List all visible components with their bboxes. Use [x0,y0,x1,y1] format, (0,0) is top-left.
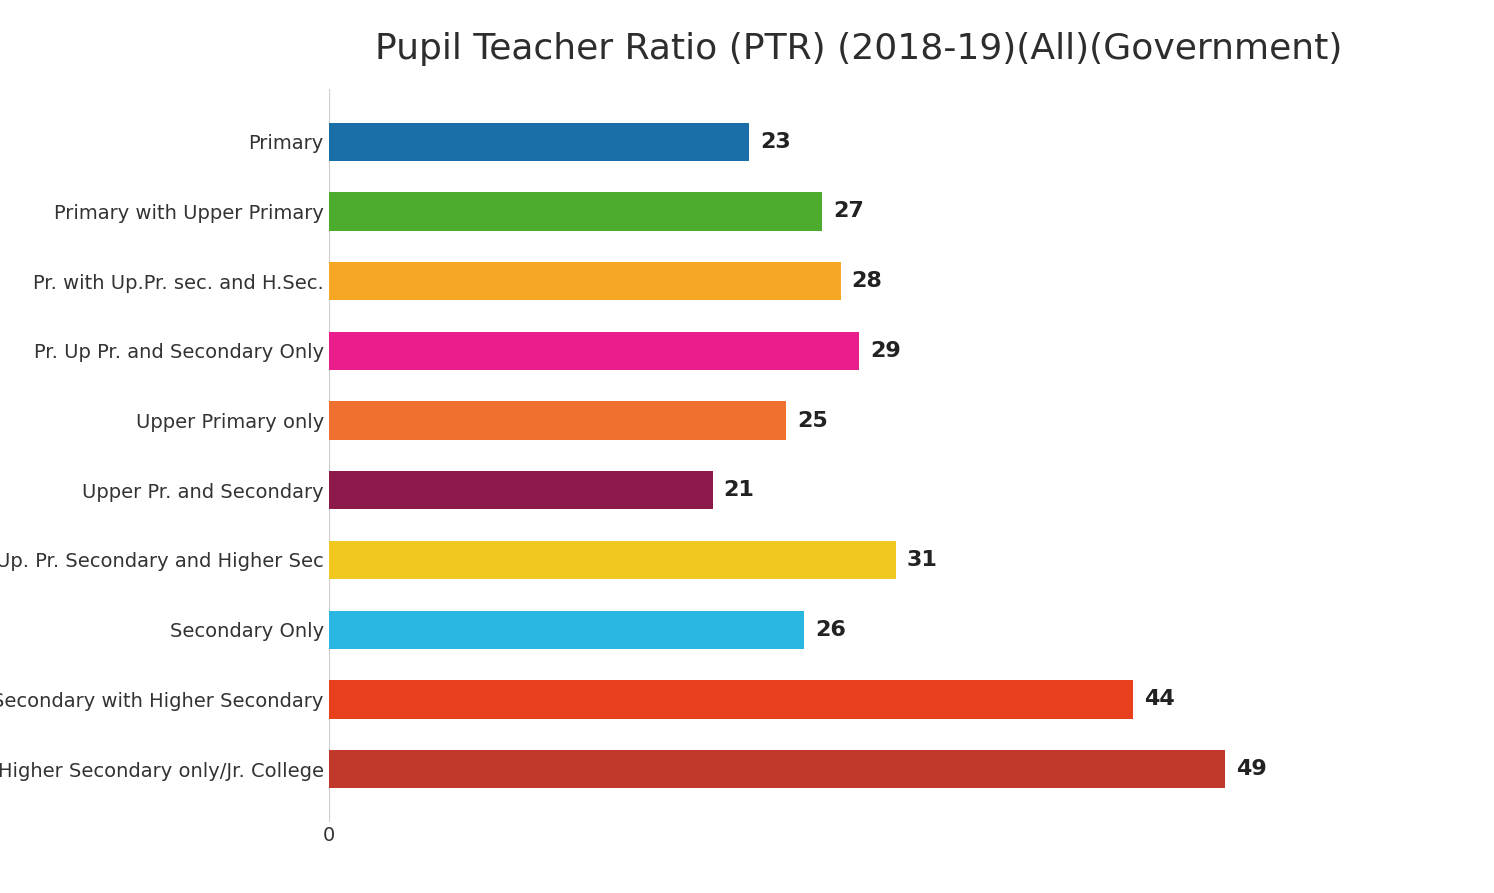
Text: 29: 29 [870,341,901,361]
Text: 25: 25 [796,411,828,430]
Text: 26: 26 [816,620,846,639]
Text: 28: 28 [852,271,883,291]
Bar [329,262,841,300]
Bar [329,472,713,509]
Text: 44: 44 [1144,689,1176,709]
Bar [329,680,1134,719]
Bar [329,750,1225,789]
Bar [329,331,859,370]
Title: Pupil Teacher Ratio (PTR) (2018‑19)(All)(Government): Pupil Teacher Ratio (PTR) (2018‑19)(All)… [375,32,1343,66]
Bar [329,122,750,161]
Bar [329,541,895,580]
Bar [329,192,823,230]
Text: 31: 31 [907,550,937,570]
Text: 21: 21 [723,480,754,500]
Bar [329,402,786,439]
Text: 49: 49 [1236,759,1267,779]
Text: 23: 23 [760,132,790,152]
Text: 27: 27 [834,202,865,221]
Bar [329,611,804,649]
